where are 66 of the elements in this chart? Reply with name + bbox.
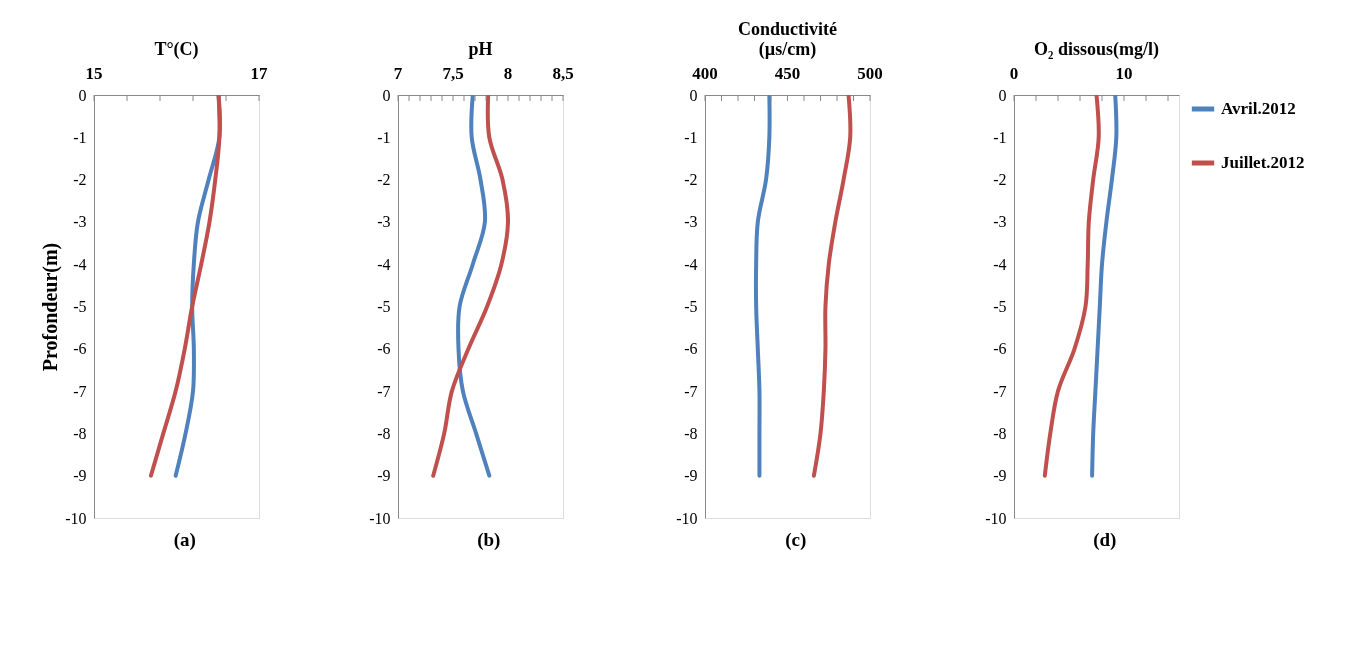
y-tick-label: -3 [684,213,698,231]
y-tick-label: 0 [382,86,391,104]
y-tick-label: 0 [78,86,87,104]
y-tick-label: -9 [684,467,698,485]
y-tick-label: -7 [377,382,391,400]
x-tick-label: 7 [393,64,403,83]
text: (c) [785,529,807,551]
chart-title: Conductivité (µs/cm) [738,19,838,60]
y-tick-label: 0 [689,86,698,104]
chart-title: O₂ dissous(mg/l) [1034,39,1159,60]
x-tick-label: 17 [250,64,268,83]
y-tick-label: -6 [73,340,87,358]
y-tick-label: -4 [73,255,87,273]
y-tick-label: -10 [369,509,391,527]
x-tick-label: 7,5 [442,64,464,83]
y-tick-label: -8 [73,424,87,442]
x-tick-label: 0 [1009,64,1019,83]
y-tick-label: -2 [377,171,391,189]
x-tick-label: 400 [692,64,718,83]
x-tick-label: 15 [85,64,103,83]
y-tick-label: -2 [993,171,1007,189]
y-tick-label: -10 [676,509,698,527]
y-tick-label: -3 [993,213,1007,231]
y-tick-label: -6 [684,340,698,358]
text: (d) [1093,529,1117,551]
y-tick-label: -8 [377,424,391,442]
x-tick-label: 10 [1115,64,1133,83]
y-tick-label: 0 [998,86,1007,104]
y-tick-label: -9 [73,467,87,485]
y-axis-title: Profondeur(m) [39,242,63,372]
y-tick-label: -3 [377,213,391,231]
x-tick-label: 500 [857,64,883,83]
y-tick-label: -7 [993,382,1007,400]
legend-label: Juillet.2012 [1221,153,1305,172]
y-tick-label: -1 [377,128,391,146]
y-tick-label: -9 [993,467,1007,485]
y-tick-label: -7 [684,382,698,400]
y-tick-label: -4 [684,255,698,273]
y-tick-label: -5 [993,298,1007,315]
text: (a) [173,529,196,551]
y-tick-label: -1 [73,128,87,146]
y-tick-label: -6 [993,340,1007,358]
y-tick-label: -5 [684,298,698,315]
y-tick-label: -1 [993,128,1007,146]
y-tick-label: -6 [377,340,391,358]
chart-title: T°(C) [154,39,199,60]
y-tick-label: -8 [993,424,1007,442]
y-tick-label: -10 [65,509,87,527]
y-tick-label: -1 [684,128,698,146]
y-tick-label: -2 [73,171,87,189]
y-tick-label: -5 [73,298,87,315]
x-tick-label: 450 [774,64,801,83]
y-tick-label: -4 [377,255,391,273]
y-tick-label: -9 [377,467,391,485]
y-tick-label: -8 [684,424,698,442]
x-tick-label: 8,5 [552,64,574,83]
chart-title: pH [468,39,493,59]
y-tick-label: -5 [377,298,391,315]
x-tick-label: 8 [503,64,513,83]
y-tick-label: -4 [993,255,1007,273]
legend-label: Avril.2012 [1221,99,1296,118]
y-tick-label: -3 [73,213,87,231]
y-tick-label: -2 [684,171,698,189]
y-tick-label: -10 [985,509,1007,527]
text: (b) [477,529,501,551]
y-tick-label: -7 [73,382,87,400]
